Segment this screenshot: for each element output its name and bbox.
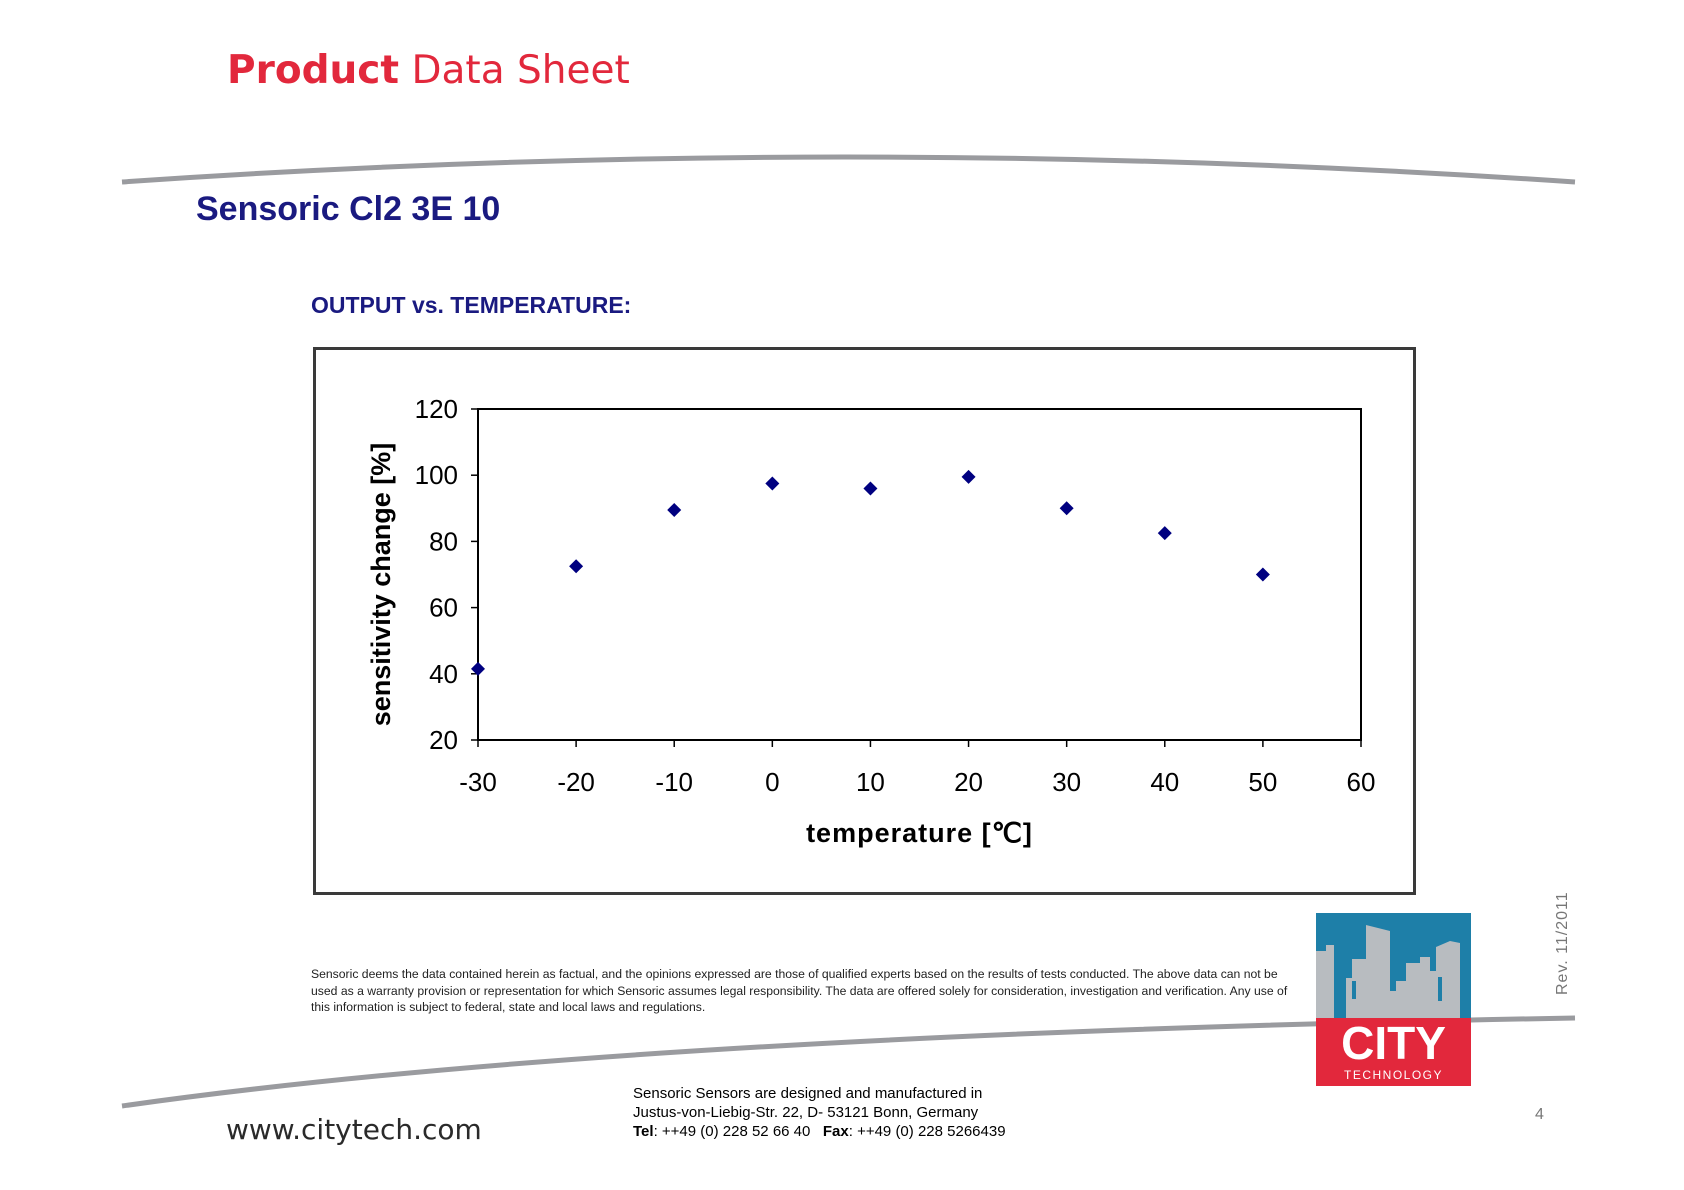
contact-line: Tel: ++49 (0) 228 52 66 40 Fax: ++49 (0)… [633, 1122, 1006, 1141]
x-tick-label: 60 [1347, 767, 1376, 797]
data-point [1255, 567, 1270, 582]
x-tick-label: 30 [1052, 767, 1081, 797]
x-tick-label: -10 [655, 767, 693, 797]
city-technology-logo: CITY TECHNOLOGY [1316, 913, 1471, 1086]
x-tick-label: 20 [954, 767, 983, 797]
fax-value: : ++49 (0) 228 5266439 [848, 1123, 1006, 1140]
data-point [1059, 501, 1074, 516]
y-tick-label: 60 [429, 593, 458, 623]
x-tick-label: -20 [557, 767, 595, 797]
page-number: 4 [1535, 1106, 1544, 1123]
data-point [1157, 526, 1172, 541]
y-tick-label: 100 [415, 460, 458, 490]
x-tick-label: 0 [765, 767, 779, 797]
x-axis-label: temperature [℃] [806, 818, 1033, 848]
tel-label: Tel [633, 1123, 654, 1140]
logo-building-window-1 [1352, 981, 1356, 999]
header-title-bold: Product [227, 48, 400, 93]
bottom-swoosh-line [121, 1015, 1576, 1109]
fax-label: Fax [822, 1123, 849, 1140]
x-tick-label: 50 [1248, 767, 1277, 797]
logo-subword: TECHNOLOGY [1344, 1068, 1443, 1082]
address-line-2: Justus-von-Liebig-Str. 22, D- 53121 Bonn… [633, 1104, 979, 1121]
revision-label: Rev. 11/2011 [1554, 891, 1571, 995]
y-tick-label: 80 [429, 526, 458, 556]
header-title-rest: Data Sheet [411, 48, 630, 93]
y-tick-label: 20 [429, 725, 458, 755]
y-tick-label: 120 [415, 394, 458, 424]
page-header-title: Product Data Sheet [227, 48, 630, 93]
data-point [765, 476, 780, 491]
section-heading: OUTPUT vs. TEMPERATURE: [311, 292, 632, 318]
plot-area [477, 408, 1362, 741]
logo-building-window-2 [1438, 977, 1442, 1001]
data-point [471, 661, 485, 676]
y-tick-label: 40 [429, 659, 458, 689]
x-tick-label: 10 [856, 767, 885, 797]
data-point [667, 502, 682, 517]
website-url: www.citytech.com [226, 1113, 482, 1146]
data-point [863, 481, 878, 496]
logo-red-band [1316, 1018, 1471, 1086]
data-point [961, 469, 976, 484]
output-vs-temperature-chart: 20 40 60 80 100 120 -30 -20 -10 0 10 20 30 40 50 60 temp… [366, 394, 1376, 848]
product-name: Sensoric Cl2 3E 10 [196, 190, 501, 228]
y-axis-label: sensitivity change [%] [366, 443, 396, 727]
top-swoosh-line [121, 154, 1576, 185]
tel-value: : ++49 (0) 228 52 66 40 [653, 1123, 811, 1140]
chart-frame: 20 40 60 80 100 120 -30 -20 -10 0 10 20 30 40 50 60 temp… [313, 347, 1416, 895]
disclaimer-text: Sensoric deems the data contained herein… [311, 967, 1288, 1014]
address-line-1: Sensoric Sensors are designed and manufa… [633, 1085, 983, 1102]
manufacturer-address: Sensoric Sensors are designed and manufa… [633, 1084, 1006, 1141]
logo-word: CITY [1341, 1017, 1446, 1069]
x-tick-label: -30 [459, 767, 497, 797]
data-point [569, 559, 584, 574]
x-tick-label: 40 [1150, 767, 1179, 797]
